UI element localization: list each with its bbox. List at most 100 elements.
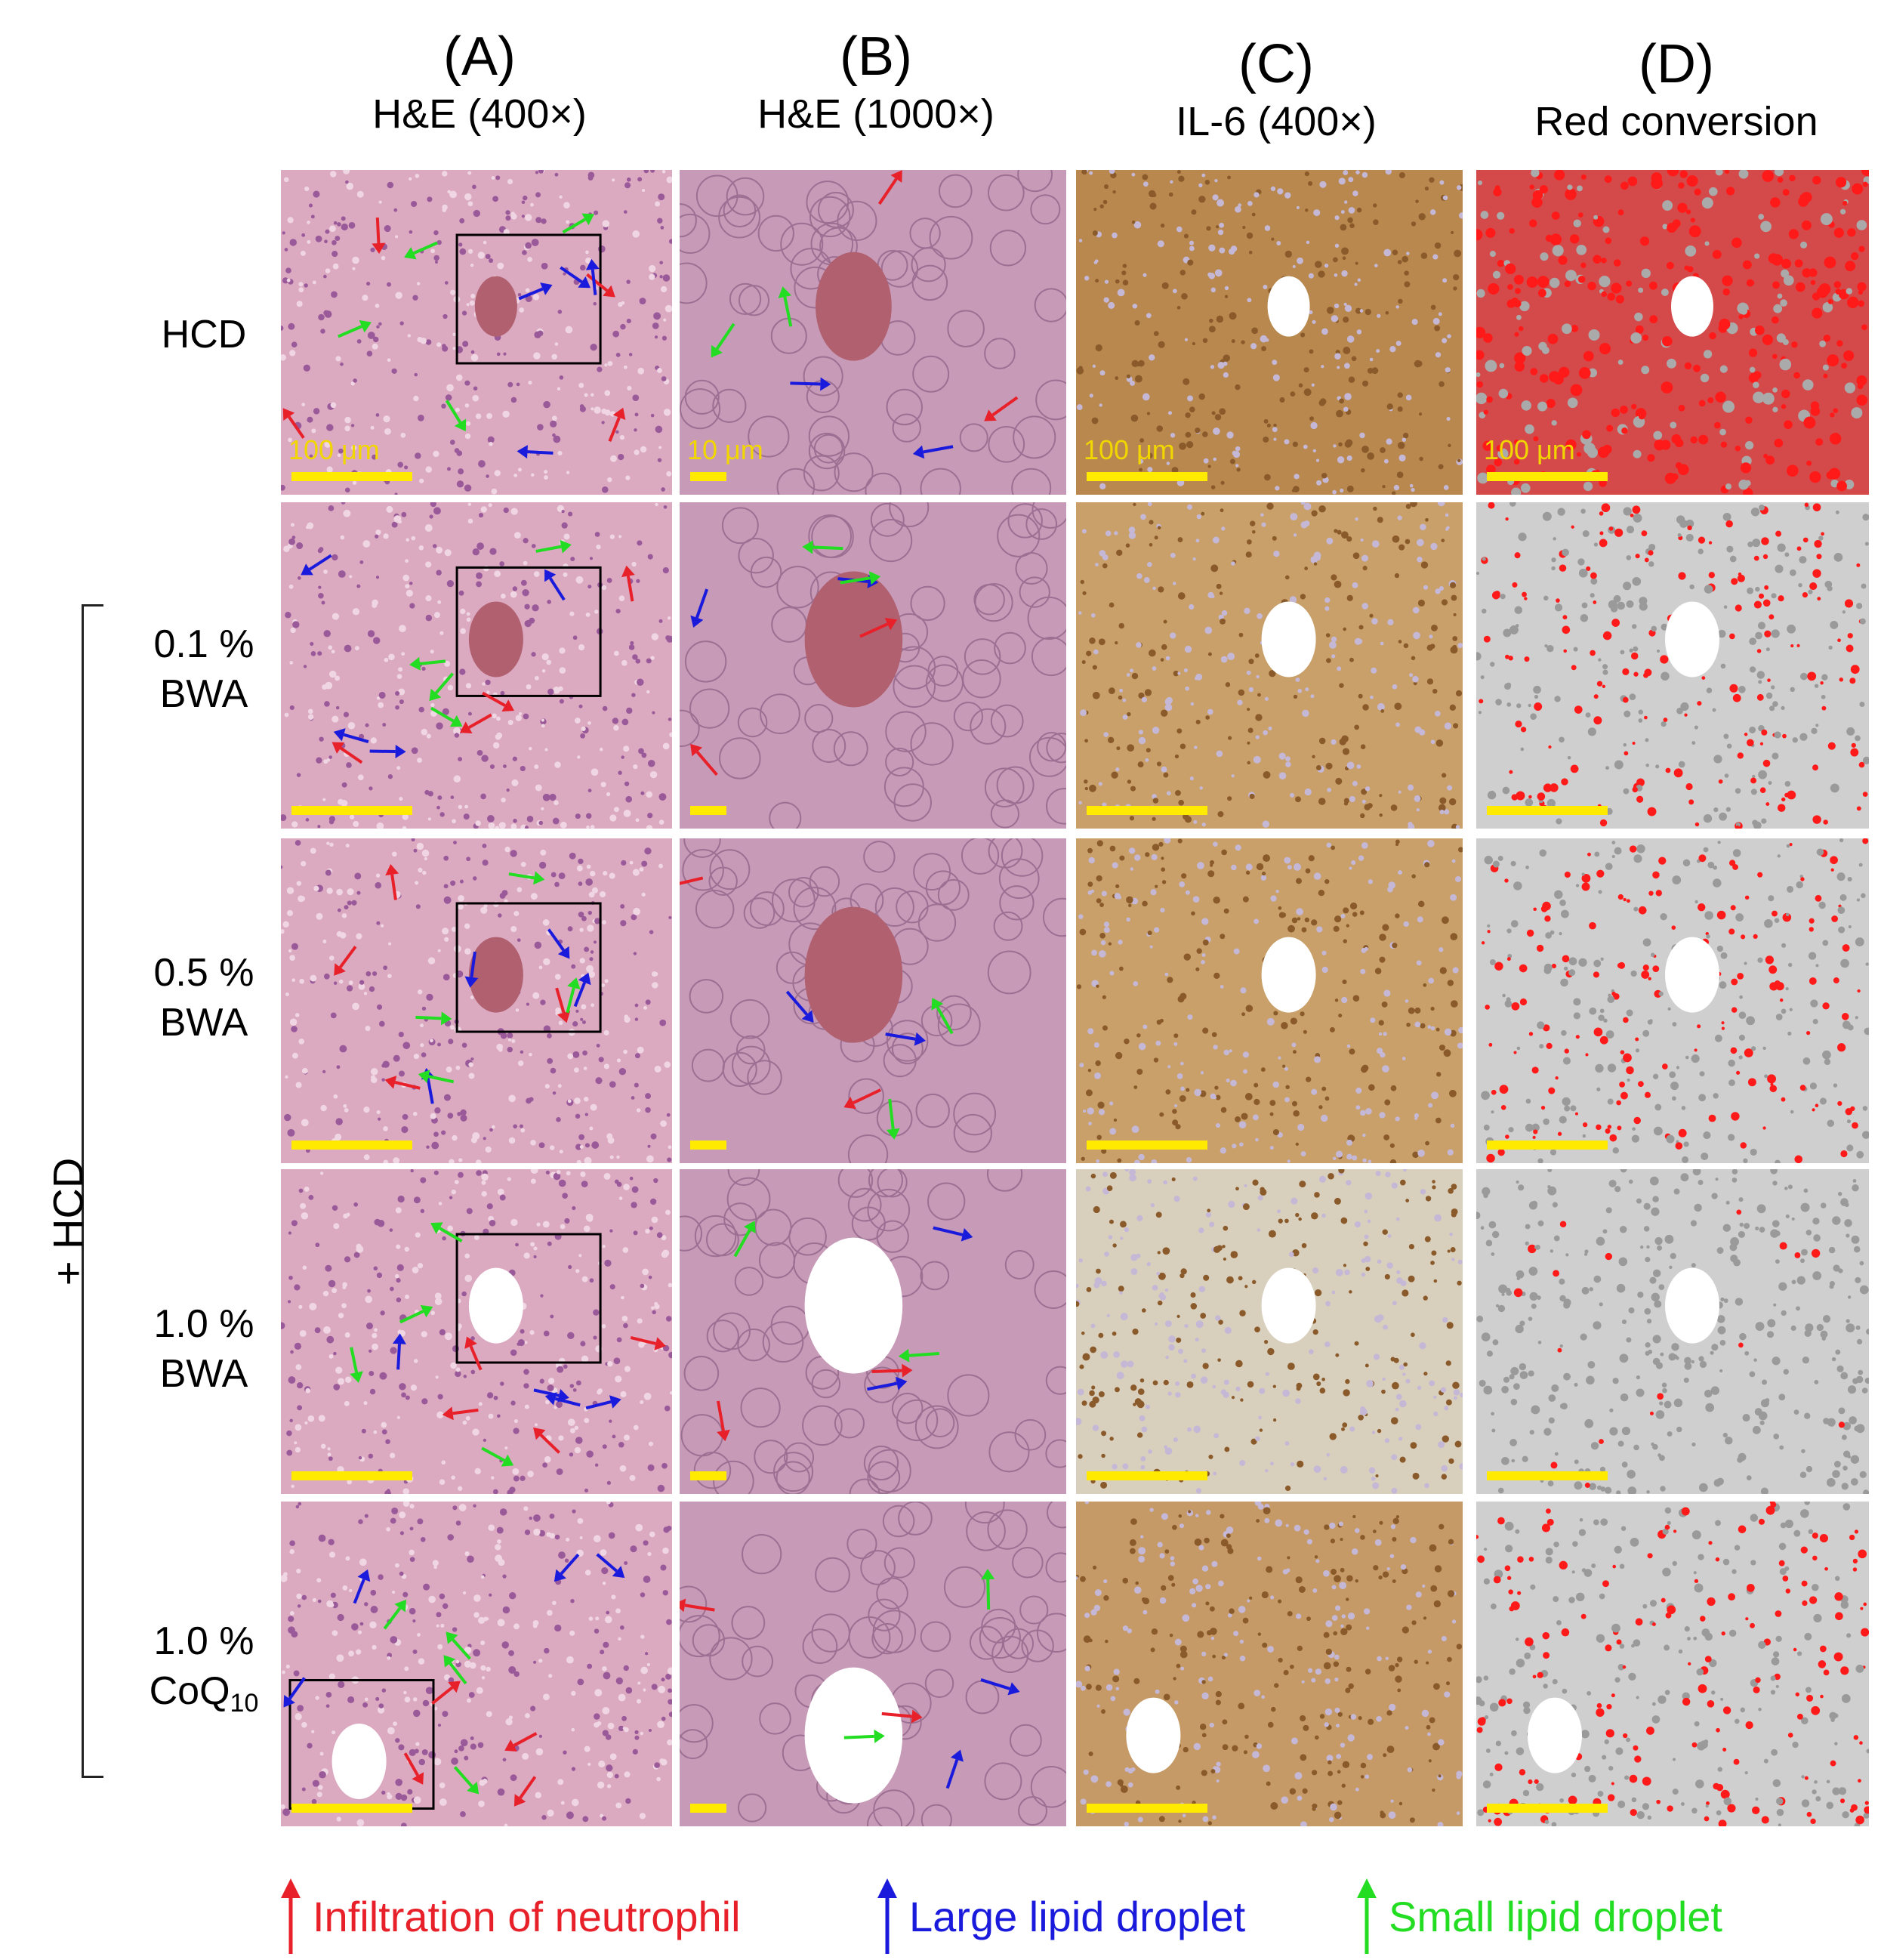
tissue-speckle — [1324, 606, 1330, 611]
tissue-speckle — [344, 416, 351, 424]
tissue-speckle — [1715, 1178, 1719, 1181]
tissue-speckle — [1812, 175, 1821, 185]
tissue-speckle — [1762, 392, 1775, 405]
tissue-speckle — [393, 208, 398, 212]
tissue-speckle — [1644, 668, 1652, 677]
tissue-speckle — [1141, 696, 1147, 702]
tissue-speckle — [658, 793, 667, 801]
tissue-speckle — [1809, 927, 1814, 932]
tissue-speckle — [1431, 1250, 1437, 1256]
tissue-speckle — [1533, 436, 1539, 442]
tissue-speckle — [1821, 532, 1824, 536]
tissue-speckle — [1810, 279, 1816, 286]
tissue-speckle — [1238, 1276, 1243, 1281]
tissue-speckle — [494, 570, 501, 578]
tissue-speckle — [1520, 483, 1531, 493]
tissue-speckle — [1220, 618, 1226, 625]
tissue-speckle — [1652, 1443, 1658, 1450]
tissue-speckle — [607, 1360, 613, 1367]
tissue-speckle — [1423, 1295, 1428, 1301]
tissue-speckle — [301, 860, 307, 867]
tissue-speckle — [1540, 906, 1548, 912]
tissue-image — [1076, 838, 1463, 1163]
tissue-speckle — [288, 538, 295, 545]
tissue-speckle — [333, 1094, 338, 1099]
micrograph-panel-d-row1: 100 μm — [1476, 170, 1869, 495]
tissue-speckle — [396, 1415, 400, 1419]
tissue-speckle — [1482, 1187, 1491, 1196]
tissue-speckle — [1291, 1042, 1297, 1048]
tissue-speckle — [1221, 849, 1227, 856]
tissue-speckle — [1459, 1463, 1463, 1470]
tissue-speckle — [476, 1170, 482, 1176]
tissue-speckle — [848, 1078, 884, 1115]
tissue-speckle — [1578, 367, 1591, 379]
tissue-speckle — [468, 1073, 475, 1079]
tissue-speckle — [367, 332, 375, 339]
tissue-speckle — [1416, 960, 1422, 966]
tissue-speckle — [1401, 437, 1407, 442]
tissue-speckle — [602, 705, 608, 711]
tissue-speckle — [834, 1408, 865, 1439]
tissue-speckle — [1725, 483, 1732, 490]
tissue-speckle — [541, 218, 547, 224]
tissue-speckle — [1361, 445, 1369, 453]
tissue-speckle — [1291, 1100, 1297, 1107]
tissue-speckle — [365, 1026, 371, 1032]
tissue-speckle — [1129, 1169, 1136, 1176]
tissue-speckle — [1632, 1127, 1636, 1131]
tissue-speckle — [1207, 1208, 1211, 1213]
tissue-speckle — [318, 585, 322, 589]
tissue-speckle — [1113, 1118, 1118, 1122]
tissue-speckle — [680, 1215, 703, 1252]
tissue-speckle — [1824, 1058, 1831, 1066]
tissue-speckle — [372, 971, 378, 977]
annotation-arrowhead — [449, 715, 463, 727]
tissue-speckle — [1382, 1065, 1389, 1073]
tissue-speckle — [633, 1230, 638, 1236]
tissue-speckle — [1839, 678, 1844, 682]
tissue-speckle — [452, 1345, 460, 1353]
tissue-speckle — [527, 1471, 534, 1477]
tissue-speckle — [1319, 1175, 1327, 1183]
tissue-speckle — [1272, 1128, 1279, 1136]
tissue-speckle — [616, 1337, 622, 1343]
tissue-speckle — [1412, 675, 1419, 683]
tissue-speckle — [1613, 594, 1621, 603]
tissue-speckle — [1617, 601, 1625, 610]
tissue-speckle — [1331, 845, 1336, 850]
tissue-speckle — [544, 1455, 551, 1463]
tissue-speckle — [1649, 1276, 1657, 1284]
tissue-speckle — [1398, 640, 1402, 644]
tissue-speckle — [483, 1438, 487, 1442]
tissue-speckle — [281, 484, 285, 491]
tissue-speckle — [1704, 1389, 1713, 1398]
tissue-speckle — [1397, 515, 1402, 520]
tissue-speckle — [513, 532, 521, 539]
tissue-speckle — [550, 872, 557, 878]
tissue-speckle — [1514, 606, 1523, 615]
tissue-speckle — [1617, 1125, 1622, 1131]
tissue-speckle — [1506, 702, 1512, 707]
tissue-speckle — [1096, 840, 1103, 847]
tissue-speckle — [1453, 1389, 1460, 1396]
annotation-arrowhead — [961, 1228, 973, 1242]
tissue-speckle — [591, 887, 598, 894]
tissue-speckle — [1293, 694, 1298, 699]
tissue-speckle — [1794, 1252, 1801, 1258]
tissue-speckle — [1550, 930, 1555, 935]
tissue-speckle — [1846, 1144, 1854, 1152]
group-label: + HCD — [44, 1157, 92, 1286]
tissue-speckle — [769, 801, 802, 829]
tissue-speckle — [1778, 1282, 1787, 1291]
tissue-speckle — [1385, 310, 1389, 315]
tissue-speckle — [1548, 745, 1552, 749]
tissue-speckle — [1216, 750, 1223, 758]
tissue-speckle — [1855, 937, 1864, 947]
tissue-speckle — [1131, 172, 1136, 177]
tissue-image — [281, 502, 672, 829]
tissue-speckle — [1142, 900, 1148, 907]
tissue-speckle — [1379, 934, 1386, 941]
tissue-speckle — [1179, 1094, 1186, 1102]
tissue-speckle — [1183, 233, 1189, 239]
